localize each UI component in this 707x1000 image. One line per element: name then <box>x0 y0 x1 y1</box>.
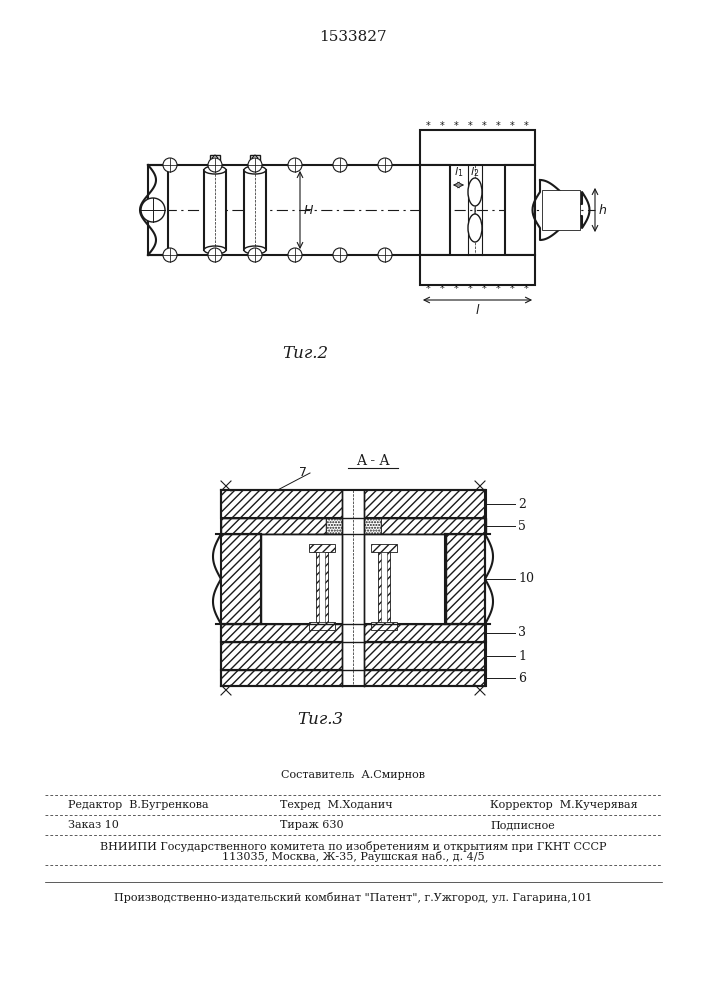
Bar <box>221 642 486 670</box>
Bar <box>221 490 486 518</box>
Circle shape <box>248 248 262 262</box>
Circle shape <box>333 248 347 262</box>
Circle shape <box>163 248 177 262</box>
Bar <box>204 170 226 250</box>
Circle shape <box>208 158 222 172</box>
Text: 10: 10 <box>518 572 534 585</box>
Text: Подписное: Подписное <box>490 820 555 830</box>
Bar <box>244 170 266 250</box>
Text: 7: 7 <box>299 466 307 480</box>
Text: *: * <box>524 284 528 294</box>
Text: *: * <box>426 121 431 131</box>
Text: A - A: A - A <box>356 454 390 468</box>
Bar <box>381 552 387 622</box>
Text: *: * <box>440 284 445 294</box>
Text: *: * <box>426 284 431 294</box>
Bar <box>420 165 450 255</box>
Bar <box>221 670 486 686</box>
Text: *: * <box>496 284 501 294</box>
Text: 6: 6 <box>518 672 526 684</box>
Bar <box>148 165 168 255</box>
Text: 113035, Москва, Ж-35, Раушская наб., д. 4/5: 113035, Москва, Ж-35, Раушская наб., д. … <box>222 852 484 862</box>
Bar <box>309 544 335 552</box>
Bar <box>250 155 260 167</box>
Text: Редактор  В.Бугренкова: Редактор В.Бугренкова <box>68 800 209 810</box>
Text: $l_2$: $l_2$ <box>470 165 479 179</box>
Text: *: * <box>467 121 472 131</box>
Bar <box>371 622 397 630</box>
Circle shape <box>288 158 302 172</box>
Text: *: * <box>524 121 528 131</box>
Text: Τиг.3: Τиг.3 <box>297 711 343 728</box>
Bar <box>542 190 580 230</box>
Text: 3: 3 <box>518 626 526 640</box>
Circle shape <box>378 158 392 172</box>
Text: l: l <box>476 304 479 317</box>
Bar <box>371 544 397 552</box>
Bar <box>210 155 220 167</box>
Text: 5: 5 <box>518 520 526 532</box>
Ellipse shape <box>204 246 226 254</box>
Bar <box>221 518 486 534</box>
Text: $l_1$: $l_1$ <box>454 165 463 179</box>
Bar <box>420 130 535 165</box>
Text: ВНИИПИ Государственного комитета по изобретениям и открытиям при ГКНТ СССР: ВНИИПИ Государственного комитета по изоб… <box>100 840 606 852</box>
Text: *: * <box>481 121 486 131</box>
Bar <box>309 622 335 630</box>
Text: *: * <box>454 284 458 294</box>
Circle shape <box>141 198 165 222</box>
Text: *: * <box>510 284 515 294</box>
Text: Τиг.2: Τиг.2 <box>282 345 328 362</box>
Circle shape <box>288 248 302 262</box>
Bar <box>221 624 486 642</box>
Text: *: * <box>454 121 458 131</box>
Bar <box>316 552 328 622</box>
Text: *: * <box>496 121 501 131</box>
Bar <box>326 518 381 534</box>
Bar <box>420 255 535 285</box>
Text: *: * <box>440 121 445 131</box>
Text: 1: 1 <box>518 650 526 662</box>
Bar <box>261 534 446 624</box>
Text: Заказ 10: Заказ 10 <box>68 820 119 830</box>
Text: h: h <box>599 204 607 217</box>
Text: 2: 2 <box>518 497 526 510</box>
Bar <box>326 518 381 534</box>
Text: Тираж 630: Тираж 630 <box>280 820 344 830</box>
Circle shape <box>378 248 392 262</box>
Bar <box>378 552 390 622</box>
Bar <box>221 534 261 624</box>
Text: 1533827: 1533827 <box>319 30 387 44</box>
Text: Составитель  А.Смирнов: Составитель А.Смирнов <box>281 770 425 780</box>
Bar <box>342 490 364 686</box>
Circle shape <box>208 248 222 262</box>
Ellipse shape <box>204 166 226 174</box>
Ellipse shape <box>468 214 482 242</box>
Text: *: * <box>467 284 472 294</box>
Bar <box>445 534 485 624</box>
Text: H: H <box>304 204 313 217</box>
Circle shape <box>333 158 347 172</box>
Bar <box>505 165 535 255</box>
Circle shape <box>248 158 262 172</box>
Ellipse shape <box>468 178 482 206</box>
Text: *: * <box>481 284 486 294</box>
Circle shape <box>163 158 177 172</box>
Ellipse shape <box>244 166 266 174</box>
Ellipse shape <box>244 246 266 254</box>
Bar <box>319 552 325 622</box>
Text: Корректор  М.Кучерявая: Корректор М.Кучерявая <box>490 800 638 810</box>
Text: Производственно-издательский комбинат "Патент", г.Ужгород, ул. Гагарина,101: Производственно-издательский комбинат "П… <box>114 892 592 903</box>
Text: Техред  М.Ходанич: Техред М.Ходанич <box>280 800 392 810</box>
Text: *: * <box>510 121 515 131</box>
